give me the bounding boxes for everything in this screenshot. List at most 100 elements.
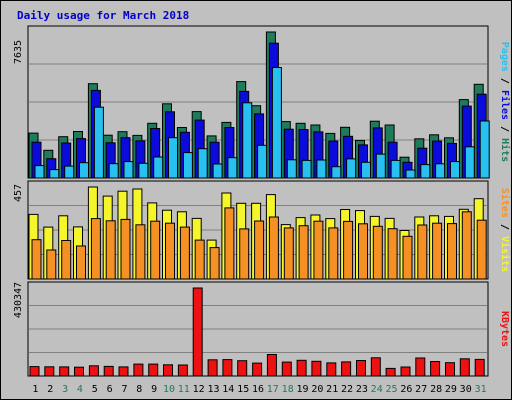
x-tick-label-day-5: 5: [92, 384, 98, 395]
x-tick-label-day-28: 28: [430, 384, 442, 395]
x-tick-label-day-17: 17: [267, 384, 279, 395]
x-tick-label-day-25: 25: [385, 384, 397, 395]
bar-sites-day-24: [372, 225, 383, 280]
bar-sites-day-5: [90, 218, 101, 280]
bar-pages-day-4: [79, 162, 89, 179]
x-tick-label-day-18: 18: [282, 384, 294, 395]
bar-pages-day-5: [93, 106, 104, 179]
bar-sites-day-28: [432, 222, 443, 280]
bar-kbytes-day-31: [474, 358, 485, 377]
legend-separator: /: [499, 72, 510, 90]
bar-kbytes-day-2: [44, 366, 55, 377]
x-tick-label-day-14: 14: [222, 384, 234, 395]
ymax-label-panel-1: 7635: [13, 40, 24, 64]
x-tick-label-day-13: 13: [207, 384, 219, 395]
x-tick-label-day-12: 12: [193, 384, 205, 395]
bar-kbytes-day-16: [252, 362, 263, 377]
x-tick-label-day-6: 6: [107, 384, 113, 395]
bar-pages-day-12: [197, 148, 208, 179]
legend-text: Pages / Files / Hits: [499, 42, 511, 162]
bar-pages-day-13: [212, 163, 223, 179]
legend-separator: /: [499, 218, 510, 236]
ymax-label-panel-3: 430347: [13, 282, 24, 318]
bar-pages-day-9: [153, 156, 164, 179]
legend-sites: Sites: [499, 188, 511, 218]
bar-pages-day-30: [464, 146, 475, 179]
bar-sites-day-31: [476, 219, 487, 280]
x-tick-label-day-27: 27: [415, 384, 427, 395]
panel-kbytes: [27, 281, 489, 377]
bar-sites-day-12: [194, 239, 205, 280]
bar-pages-day-10: [168, 137, 178, 179]
bar-pages-day-24: [375, 153, 386, 179]
bar-pages-day-16: [257, 144, 268, 179]
bar-kbytes-day-19: [296, 359, 307, 377]
bar-pages-day-7: [123, 161, 134, 179]
bar-kbytes-day-6: [103, 365, 114, 377]
bar-sites-day-15: [239, 228, 250, 280]
bar-pages-day-17: [271, 67, 282, 179]
x-tick-label-day-23: 23: [356, 384, 368, 395]
legend-kbytes: KBytes: [499, 311, 510, 347]
x-tick-label-day-11: 11: [178, 384, 190, 395]
x-tick-label-day-10: 10: [163, 384, 175, 395]
bar-sites-day-1: [31, 239, 42, 280]
bar-kbytes-day-17: [266, 354, 277, 377]
x-tick-label-day-9: 9: [151, 384, 157, 395]
x-tick-label-day-1: 1: [32, 384, 38, 395]
legend-separator: /: [499, 120, 510, 138]
bar-pages-day-3: [64, 165, 75, 179]
bar-kbytes-day-7: [118, 366, 129, 377]
bar-pages-day-18: [286, 159, 297, 179]
bar-kbytes-day-20: [311, 360, 322, 377]
bar-kbytes-day-12: [192, 287, 203, 377]
bar-kbytes-day-3: [59, 366, 70, 377]
bar-pages-day-26: [405, 169, 416, 179]
bar-pages-day-27: [420, 164, 431, 179]
bar-sites-day-3: [61, 240, 72, 280]
legend-panel-1: Pages / Files / Hits: [499, 42, 511, 162]
x-tick-label-day-2: 2: [47, 384, 53, 395]
bar-sites-day-23: [358, 223, 368, 280]
x-tick-label-day-29: 29: [445, 384, 457, 395]
bar-pages-day-11: [182, 152, 193, 179]
x-axis-day-labels: 1 2 3 4 5 6 7 8 9 10 11 12 13 14 15 16 17 18 19 20 21 22 23 24 2…: [32, 384, 486, 395]
legend-text: KBytes: [499, 311, 510, 347]
legend-panel-2: Sites / Visits: [499, 188, 511, 272]
bar-sites-day-26: [402, 235, 413, 280]
bar-sites-day-27: [417, 224, 428, 280]
x-tick-label-day-7: 7: [121, 384, 127, 395]
bar-sites-day-7: [120, 218, 131, 280]
legend-text: Sites / Visits: [499, 188, 511, 272]
bar-kbytes-day-11: [177, 364, 188, 377]
legend-panel-3: KBytes: [499, 311, 510, 347]
x-tick-label-day-3: 3: [62, 384, 68, 395]
bar-kbytes-day-4: [74, 366, 84, 377]
bar-sites-day-4: [76, 245, 86, 280]
x-tick-label-day-8: 8: [136, 384, 142, 395]
bar-sites-day-20: [313, 220, 324, 280]
bar-kbytes-day-26: [400, 366, 411, 377]
bar-pages-day-1: [34, 165, 45, 179]
bar-sites-day-19: [298, 225, 309, 280]
bar-pages-day-19: [301, 159, 312, 179]
bar-sites-day-18: [283, 227, 294, 280]
x-tick-label-day-20: 20: [311, 384, 323, 395]
legend-files: Files: [499, 90, 511, 120]
bar-pages-day-15: [242, 102, 253, 179]
panel-pages-files-hits: [27, 25, 490, 179]
bar-kbytes-day-27: [415, 357, 426, 377]
bar-pages-day-2: [49, 169, 60, 179]
x-tick-label-day-22: 22: [341, 384, 353, 395]
legend-hits: Hits: [499, 138, 511, 162]
bar-sites-day-8: [135, 224, 146, 280]
bar-pages-day-21: [331, 166, 342, 179]
bar-kbytes-day-29: [445, 362, 455, 377]
bar-sites-day-13: [209, 247, 220, 280]
bar-sites-day-14: [224, 207, 235, 280]
bar-sites-day-11: [179, 226, 190, 280]
x-tick-label-day-15: 15: [237, 384, 249, 395]
x-tick-label-day-31: 31: [475, 384, 487, 395]
bar-kbytes-day-14: [222, 359, 233, 377]
bar-kbytes-day-21: [326, 362, 337, 377]
